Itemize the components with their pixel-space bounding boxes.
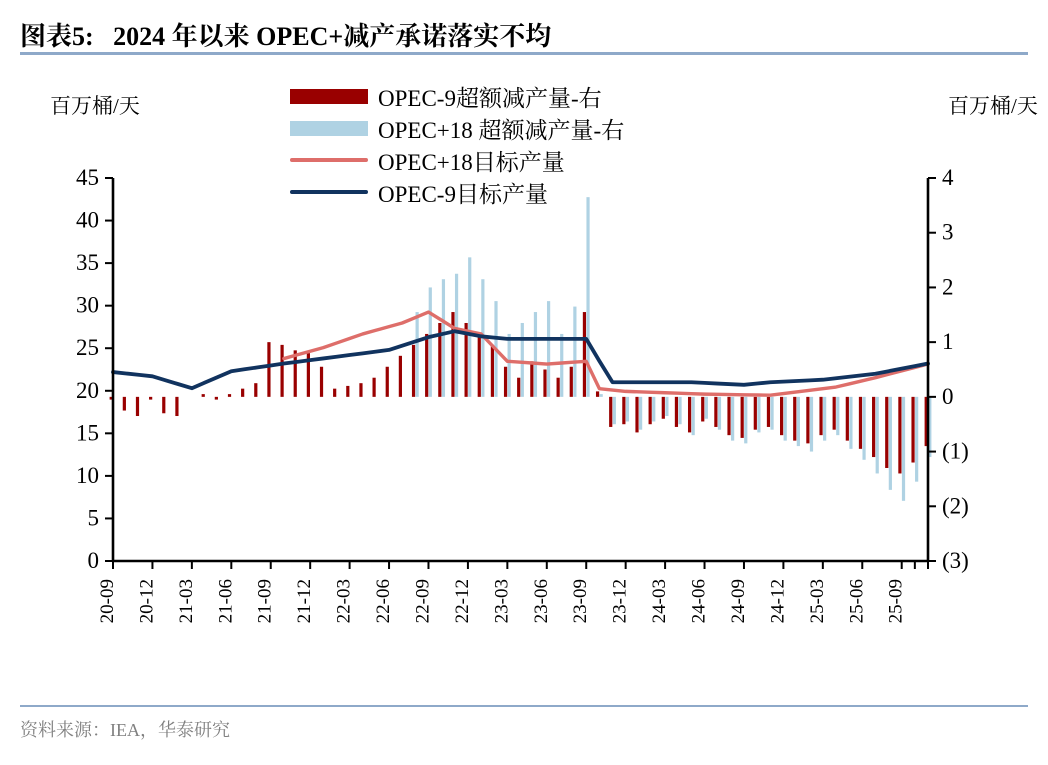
svg-text:22-06: 22-06 (373, 579, 394, 623)
svg-text:21-12: 21-12 (294, 579, 315, 623)
svg-text:30: 30 (76, 293, 99, 318)
svg-text:(3): (3) (942, 548, 969, 573)
svg-text:22-09: 22-09 (412, 579, 433, 623)
svg-text:20-12: 20-12 (136, 579, 157, 623)
svg-text:3: 3 (942, 220, 954, 245)
svg-text:24-12: 24-12 (767, 579, 788, 623)
svg-text:24-06: 24-06 (689, 579, 710, 623)
svg-text:45: 45 (76, 165, 99, 190)
svg-text:15: 15 (76, 420, 99, 445)
svg-text:25: 25 (76, 335, 99, 360)
svg-text:23-09: 23-09 (570, 579, 591, 623)
svg-text:24-03: 24-03 (649, 579, 670, 623)
svg-text:25-06: 25-06 (846, 579, 867, 623)
svg-text:23-12: 23-12 (610, 579, 631, 623)
svg-text:0: 0 (942, 384, 954, 409)
svg-text:35: 35 (76, 250, 99, 275)
svg-text:10: 10 (76, 463, 99, 488)
svg-text:24-09: 24-09 (728, 579, 749, 623)
svg-text:(1): (1) (942, 439, 969, 464)
svg-text:40: 40 (76, 208, 99, 233)
svg-text:21-06: 21-06 (215, 579, 236, 623)
svg-text:20: 20 (76, 378, 99, 403)
svg-text:2: 2 (942, 274, 954, 299)
svg-text:5: 5 (88, 505, 100, 530)
svg-text:20-09: 20-09 (97, 579, 118, 623)
svg-text:23-06: 23-06 (531, 579, 552, 623)
svg-text:22-03: 22-03 (334, 579, 355, 623)
svg-text:4: 4 (942, 165, 954, 190)
svg-text:21-09: 21-09 (255, 579, 276, 623)
svg-text:23-03: 23-03 (491, 579, 512, 623)
svg-text:25-09: 25-09 (886, 579, 907, 623)
svg-text:(2): (2) (942, 493, 969, 518)
svg-text:21-03: 21-03 (176, 579, 197, 623)
svg-text:1: 1 (942, 329, 954, 354)
svg-text:25-03: 25-03 (807, 579, 828, 623)
svg-text:22-12: 22-12 (452, 579, 473, 623)
svg-text:0: 0 (88, 548, 100, 573)
